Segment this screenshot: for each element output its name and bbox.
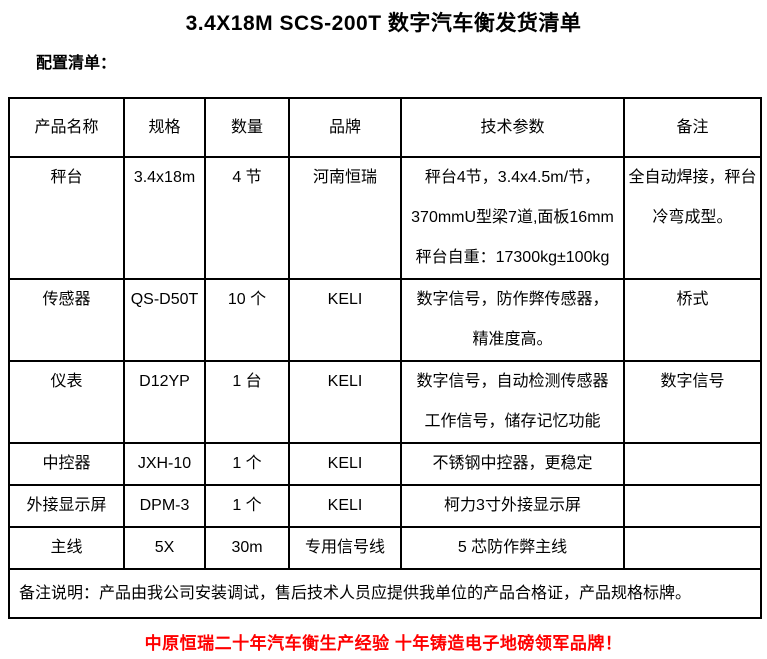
cell-brand: 河南恒瑞: [288, 156, 402, 280]
cell-tech-params: 柯力3寸外接显示屏: [400, 484, 625, 528]
tech-line: 数字信号，自动检测传感器: [416, 373, 609, 390]
tech-line: 370mmU型梁7道,面板16mm: [411, 209, 614, 226]
header-tech-params: 技术参数: [400, 97, 625, 158]
table-header-row: 产品名称 规格 数量 品牌 技术参数 备注: [8, 97, 762, 158]
table-row-sensor: 传感器 QS-D50T 10 个 KELI 数字信号，防作弊传感器， 精准度高。…: [8, 278, 762, 362]
cell-quantity: 1 个: [204, 442, 290, 486]
note-text: 备注说明：产品由我公司安装调试，售后技术人员应提供我单位的产品合格证，产品规格标…: [8, 568, 762, 619]
header-product-name: 产品名称: [8, 97, 125, 158]
cell-quantity: 1 个: [204, 484, 290, 528]
cell-product-name: 中控器: [8, 442, 125, 486]
tech-line: 5 芯防作弊主线: [457, 539, 568, 556]
cell-remark: 数字信号: [623, 360, 762, 444]
cell-tech-params: 数字信号，自动检测传感器 工作信号，储存记忆功能: [400, 360, 625, 444]
cell-product-name: 秤台: [8, 156, 125, 280]
tech-line: 柯力3寸外接显示屏: [444, 497, 581, 514]
cell-remark: 桥式: [623, 278, 762, 362]
table-row-platform: 秤台 3.4x18m 4 节 河南恒瑞 秤台4节，3.4x4.5m/节， 370…: [8, 156, 762, 280]
table-row-indicator: 仪表 D12YP 1 台 KELI 数字信号，自动检测传感器 工作信号，储存记忆…: [8, 360, 762, 444]
header-quantity: 数量: [204, 97, 290, 158]
cell-spec: JXH-10: [123, 442, 206, 486]
tech-line: 精准度高。: [472, 331, 553, 348]
table-row-controller: 中控器 JXH-10 1 个 KELI 不锈钢中控器，更稳定: [8, 442, 762, 486]
table-note-row: 备注说明：产品由我公司安装调试，售后技术人员应提供我单位的产品合格证，产品规格标…: [8, 568, 762, 619]
cell-tech-params: 不锈钢中控器，更稳定: [400, 442, 625, 486]
header-brand: 品牌: [288, 97, 402, 158]
cell-tech-params: 秤台4节，3.4x4.5m/节， 370mmU型梁7道,面板16mm 秤台自重：…: [400, 156, 625, 280]
cell-remark: [623, 526, 762, 570]
cell-remark: [623, 442, 762, 486]
cell-spec: D12YP: [123, 360, 206, 444]
tech-line: 数字信号，防作弊传感器，: [416, 291, 609, 308]
cell-quantity: 30m: [204, 526, 290, 570]
cell-product-name: 外接显示屏: [8, 484, 125, 528]
cell-quantity: 4 节: [204, 156, 290, 280]
cell-quantity: 1 台: [204, 360, 290, 444]
tech-line: 不锈钢中控器，更稳定: [432, 455, 593, 472]
cell-spec: 3.4x18m: [123, 156, 206, 280]
cell-brand: KELI: [288, 484, 402, 528]
cell-product-name: 仪表: [8, 360, 125, 444]
brand-slogan: 中原恒瑞二十年汽车衡生产经验 十年铸造电子地磅领军品牌！: [144, 634, 623, 653]
cell-remark: [623, 484, 762, 528]
tech-line: 秤台4节，3.4x4.5m/节，: [424, 169, 601, 186]
tech-line: 秤台自重：17300kg±100kg: [415, 249, 610, 266]
cell-spec: QS-D50T: [123, 278, 206, 362]
cell-product-name: 传感器: [8, 278, 125, 362]
cell-product-name: 主线: [8, 526, 125, 570]
config-table: 产品名称 规格 数量 品牌 技术参数 备注 秤台 3.4x18m 4 节 河南恒…: [8, 97, 762, 619]
header-remark: 备注: [623, 97, 762, 158]
cell-brand: KELI: [288, 360, 402, 444]
cell-brand: KELI: [288, 278, 402, 362]
header-spec: 规格: [123, 97, 206, 158]
cell-brand: 专用信号线: [288, 526, 402, 570]
cell-remark: 全自动焊接，秤台冷弯成型。: [623, 156, 762, 280]
document-title: 3.4X18M SCS-200T 数字汽车衡发货清单: [185, 12, 582, 35]
config-list-label: 配置清单：: [36, 55, 117, 72]
tech-line: 工作信号，储存记忆功能: [424, 413, 601, 430]
cell-tech-params: 数字信号，防作弊传感器， 精准度高。: [400, 278, 625, 362]
table-row-main-cable: 主线 5X 30m 专用信号线 5 芯防作弊主线: [8, 526, 762, 570]
cell-spec: DPM-3: [123, 484, 206, 528]
cell-brand: KELI: [288, 442, 402, 486]
cell-spec: 5X: [123, 526, 206, 570]
table-row-external-display: 外接显示屏 DPM-3 1 个 KELI 柯力3寸外接显示屏: [8, 484, 762, 528]
cell-tech-params: 5 芯防作弊主线: [400, 526, 625, 570]
cell-quantity: 10 个: [204, 278, 290, 362]
